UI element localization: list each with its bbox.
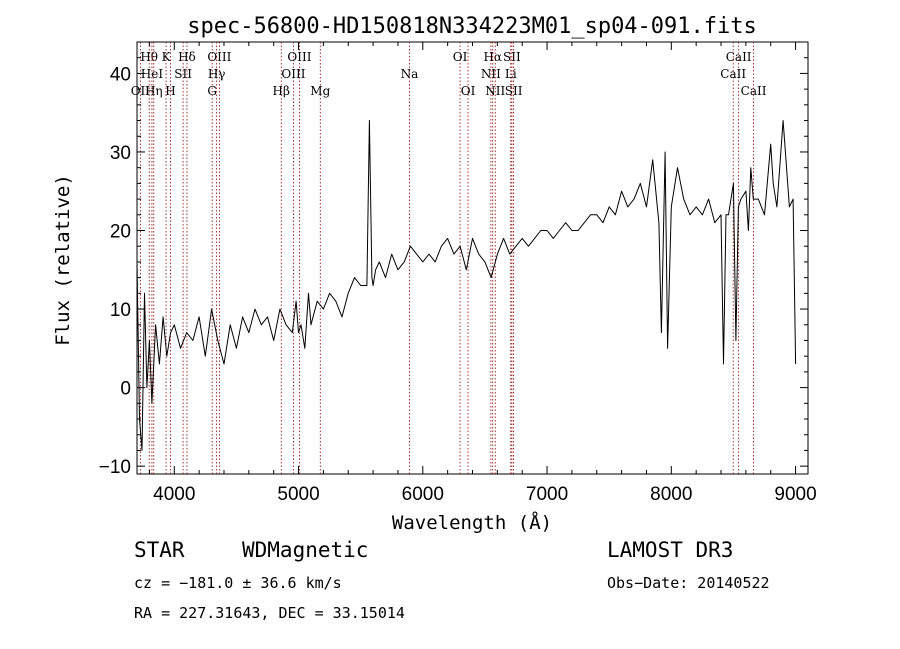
x-tick-label: 7000: [526, 484, 568, 505]
line-marker-label: OI: [461, 84, 476, 98]
line-marker-label: SII: [503, 50, 521, 64]
line-marker-label: NII: [481, 67, 501, 81]
line-marker-label: SII: [505, 84, 523, 98]
y-tick-label: −10: [99, 457, 131, 478]
line-marker-label: G: [207, 84, 217, 98]
y-tick-label: 30: [110, 143, 131, 164]
x-tick-label: 4000: [153, 484, 195, 505]
redshift-text: cz = −181.0 ± 36.6 km/s: [134, 574, 342, 592]
line-marker-label: Hη: [145, 84, 163, 98]
plot-frame: [136, 41, 809, 475]
survey-name: LAMOST DR3: [607, 538, 734, 562]
y-tick-label: 0: [120, 379, 131, 400]
line-marker-label: H: [165, 84, 175, 98]
line-marker-label: OI: [453, 50, 468, 64]
line-marker-label: Mg: [310, 84, 330, 98]
line-marker-label: CaII: [741, 84, 767, 98]
line-marker-label: Hα: [483, 50, 502, 64]
x-tick-label: 6000: [402, 484, 444, 505]
y-tick-label: 20: [110, 222, 131, 243]
line-marker-label: Hθ: [140, 50, 158, 64]
line-marker-label: Li: [505, 67, 517, 81]
line-marker-label: Na: [401, 67, 419, 81]
x-axis-label: Wavelength (Å): [392, 511, 552, 534]
line-marker-label: Hδ: [178, 50, 196, 64]
object-class: STAR: [134, 538, 185, 562]
coordinates-text: RA = 227.31643, DEC = 33.15014: [134, 604, 405, 622]
object-subclass: WDMagnetic: [242, 538, 369, 562]
line-marker-label: NII: [485, 84, 505, 98]
obs-date-text: Obs−Date: 20140522: [607, 574, 770, 592]
line-marker-label: Hγ: [208, 67, 226, 81]
x-tick-label: 8000: [650, 484, 692, 505]
y-tick-label: 10: [110, 300, 131, 321]
line-marker-label: HeI: [141, 67, 164, 81]
line-marker-label: Hβ: [273, 84, 290, 98]
line-marker-label: OII: [131, 84, 151, 98]
x-tick-label: 5000: [277, 484, 319, 505]
spectrum-line: [137, 120, 797, 451]
line-marker-label: CaII: [720, 67, 746, 81]
y-tick-label: 40: [110, 64, 131, 85]
line-marker-label: K: [162, 50, 172, 64]
chart-title: spec-56800-HD150818N334223M01_sp04-091.f…: [187, 14, 757, 39]
line-marker-label: OIII: [287, 50, 311, 64]
line-marker-label: OIII: [207, 50, 231, 64]
x-tick-label: 9000: [774, 484, 816, 505]
line-marker-label: OIII: [281, 67, 305, 81]
line-marker-label: CaII: [726, 50, 752, 64]
line-marker-label: SII: [174, 67, 192, 81]
y-axis-label: Flux (relative): [52, 174, 74, 346]
